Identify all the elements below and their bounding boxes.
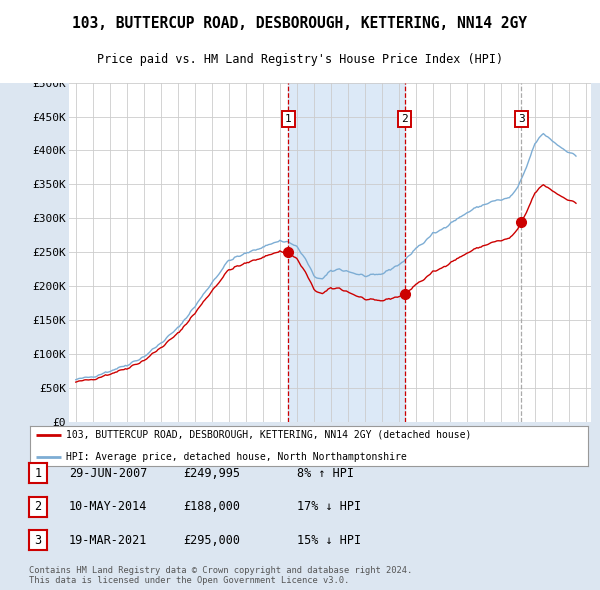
Text: 8% ↑ HPI: 8% ↑ HPI bbox=[297, 467, 354, 480]
Text: 2: 2 bbox=[401, 114, 409, 124]
Text: £188,000: £188,000 bbox=[183, 500, 240, 513]
Text: 29-JUN-2007: 29-JUN-2007 bbox=[69, 467, 148, 480]
Text: 19-MAR-2021: 19-MAR-2021 bbox=[69, 534, 148, 547]
Text: 103, BUTTERCUP ROAD, DESBOROUGH, KETTERING, NN14 2GY: 103, BUTTERCUP ROAD, DESBOROUGH, KETTERI… bbox=[73, 15, 527, 31]
Text: Contains HM Land Registry data © Crown copyright and database right 2024.
This d: Contains HM Land Registry data © Crown c… bbox=[29, 566, 412, 585]
Text: 15% ↓ HPI: 15% ↓ HPI bbox=[297, 534, 361, 547]
Text: HPI: Average price, detached house, North Northamptonshire: HPI: Average price, detached house, Nort… bbox=[66, 453, 407, 463]
Bar bbox=[288, 83, 405, 422]
Text: 1: 1 bbox=[34, 467, 41, 480]
Text: 10-MAY-2014: 10-MAY-2014 bbox=[69, 500, 148, 513]
Text: 3: 3 bbox=[518, 114, 525, 124]
Text: £295,000: £295,000 bbox=[183, 534, 240, 547]
Text: 3: 3 bbox=[34, 534, 41, 547]
Text: £249,995: £249,995 bbox=[183, 467, 240, 480]
Text: Price paid vs. HM Land Registry's House Price Index (HPI): Price paid vs. HM Land Registry's House … bbox=[97, 53, 503, 66]
Text: 103, BUTTERCUP ROAD, DESBOROUGH, KETTERING, NN14 2GY (detached house): 103, BUTTERCUP ROAD, DESBOROUGH, KETTERI… bbox=[66, 430, 472, 440]
Text: 1: 1 bbox=[285, 114, 292, 124]
Text: 17% ↓ HPI: 17% ↓ HPI bbox=[297, 500, 361, 513]
Text: 2: 2 bbox=[34, 500, 41, 513]
